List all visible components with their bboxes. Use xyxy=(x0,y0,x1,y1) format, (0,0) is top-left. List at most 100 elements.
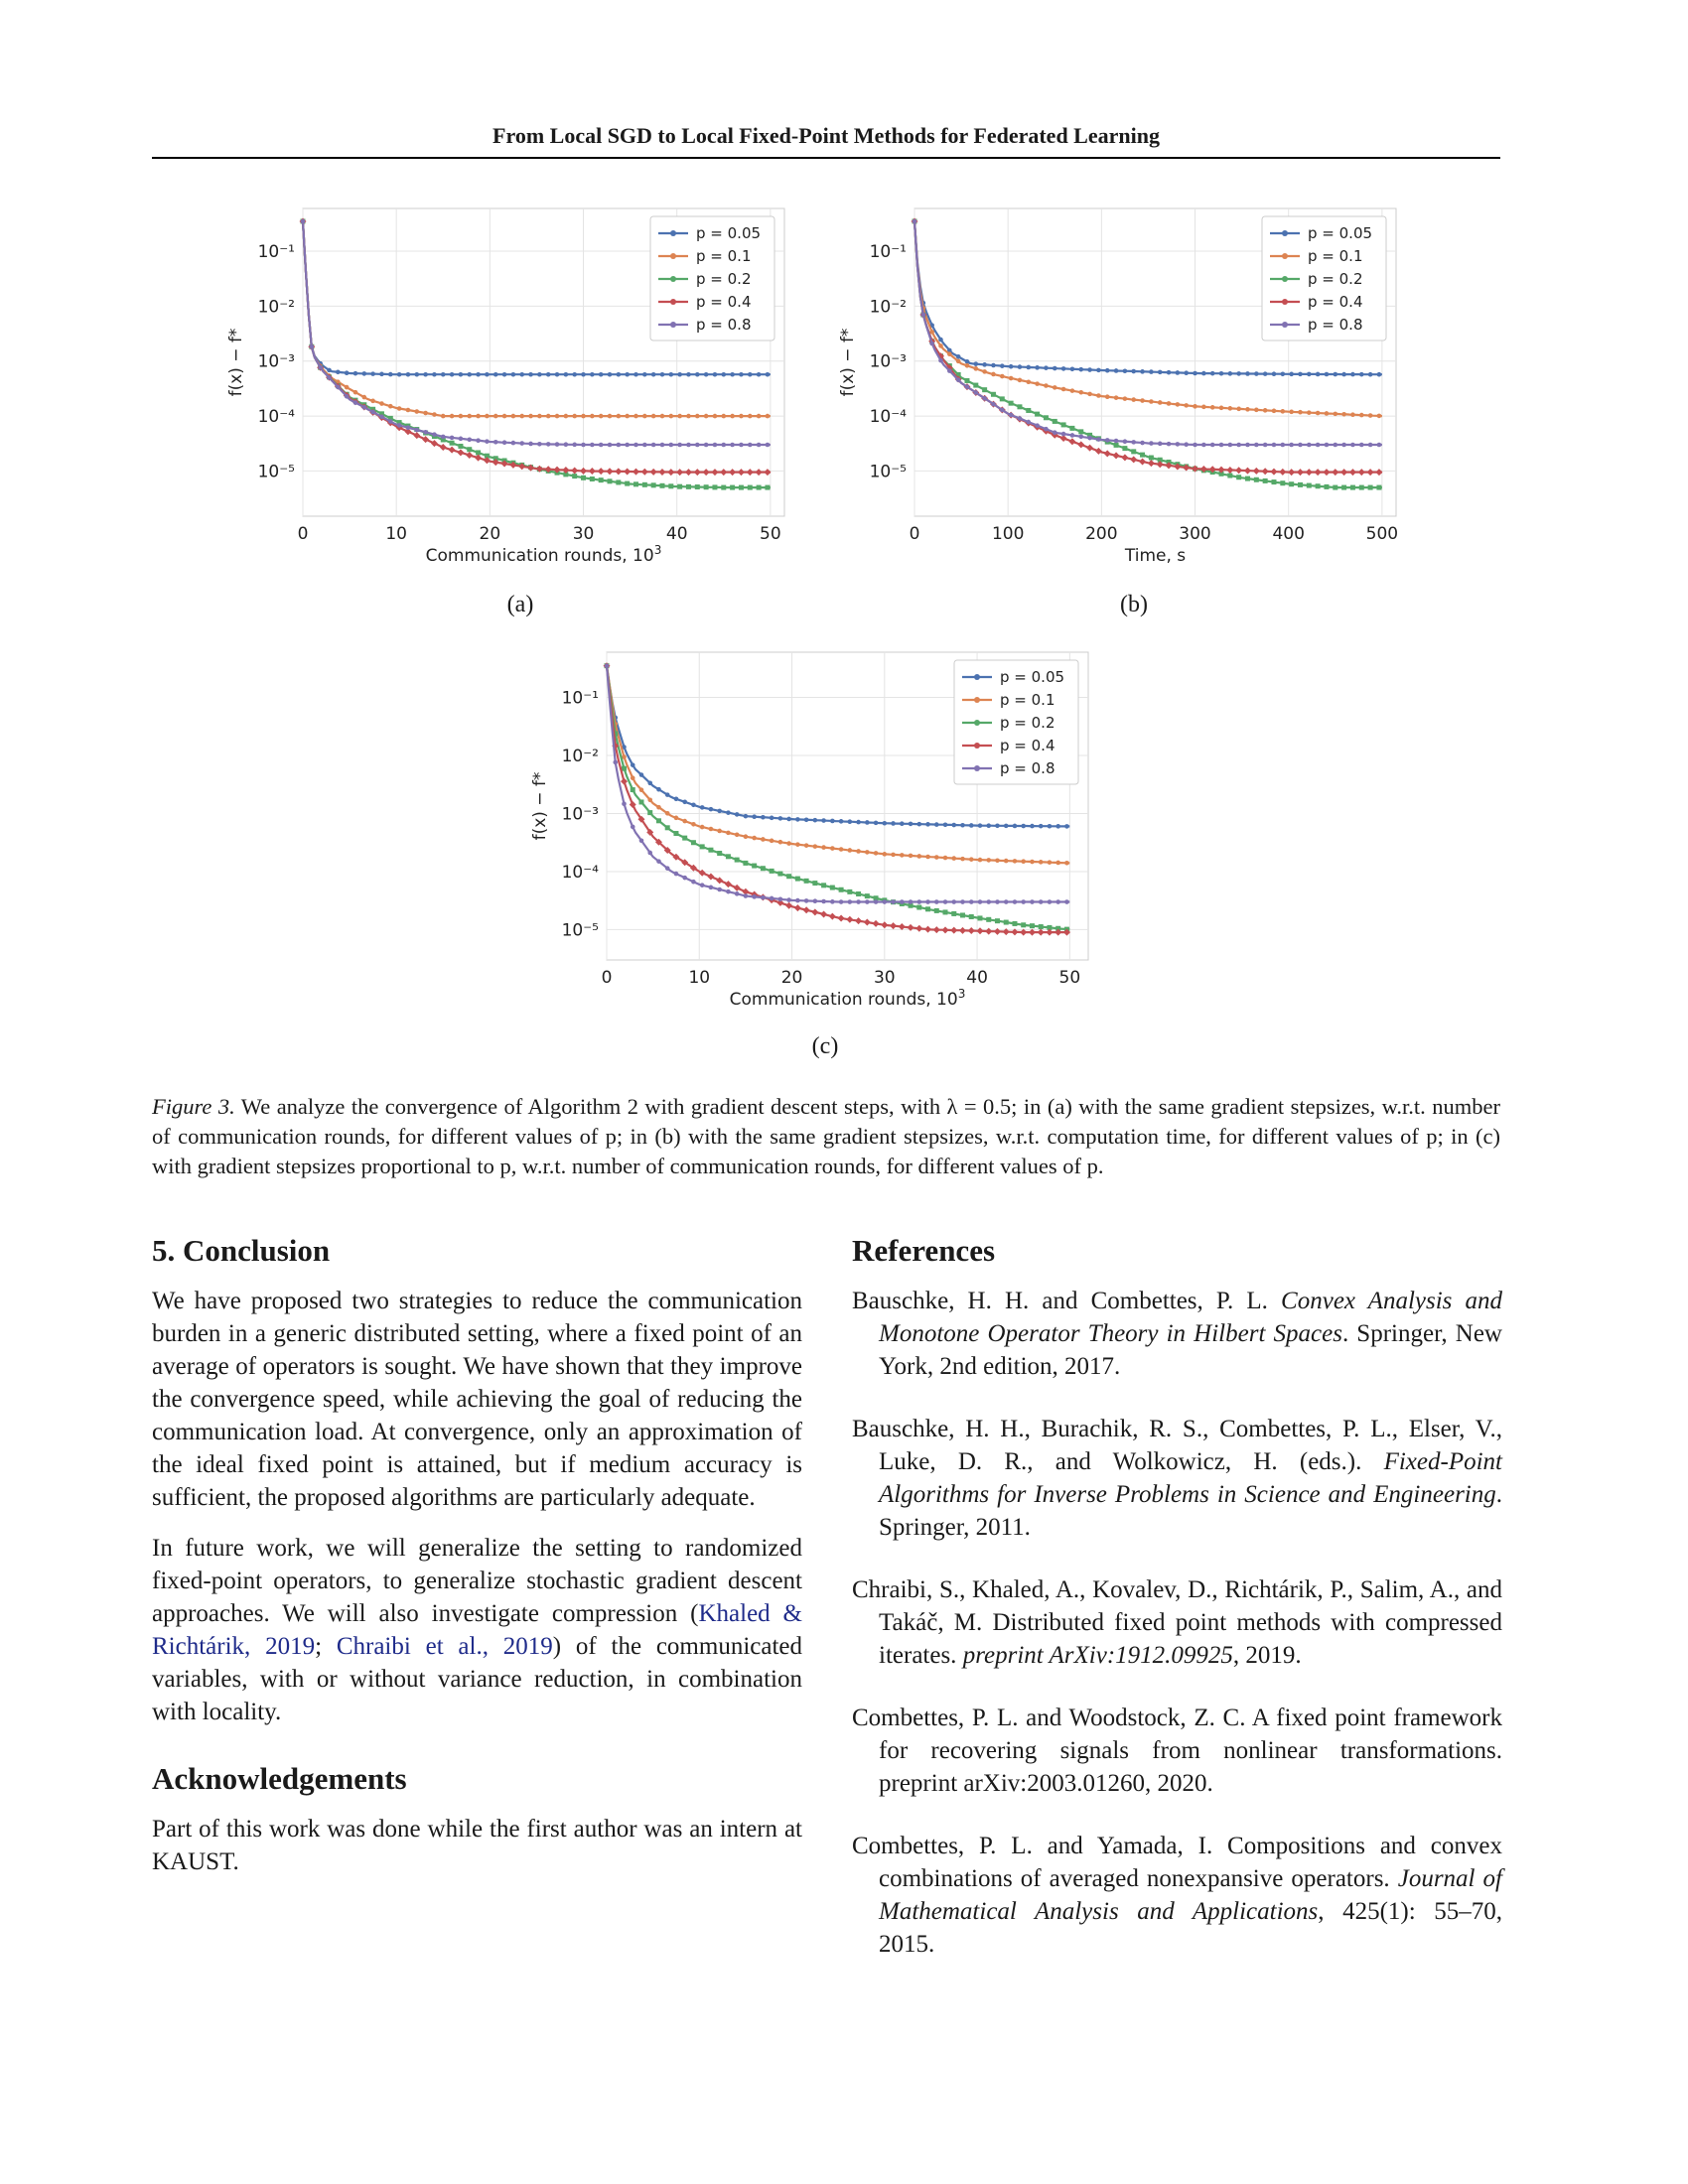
citation-authors: Chraibi et al. xyxy=(336,1633,483,1660)
x-tick-label: 100 xyxy=(992,524,1024,544)
chart-a: 0 10 20 30 40 50 10⁻¹ 10⁻² 10⁻³ 10⁻⁴ 10⁻⁵ Communica… xyxy=(226,207,785,566)
legend-box xyxy=(649,215,775,341)
legend-marker xyxy=(1282,230,1288,236)
x-tick-label: 20 xyxy=(781,968,803,988)
legend-marker xyxy=(974,697,980,703)
legend-label: p = 0.1 xyxy=(696,247,751,265)
reference-title: Journal of Mathematical Analysis and App… xyxy=(879,1865,1502,1925)
legend-marker xyxy=(974,674,980,680)
legend: p = 0.05 p = 0.1 p = 0.2 p = 0.4 p = 0.8 xyxy=(1261,215,1387,341)
reference-item: Bauschke, H. H. and Combettes, P. L. Con… xyxy=(852,1285,1502,1383)
y-tick-label: 10⁻⁵ xyxy=(562,920,599,940)
right-column: References Bauschke, H. H. and Combettes… xyxy=(852,1234,1502,1990)
legend-label: p = 0.4 xyxy=(1308,293,1362,311)
legend-label: p = 0.2 xyxy=(1000,714,1055,732)
x-tick-label: 300 xyxy=(1179,524,1210,544)
left-column: 5. Conclusion We have proposed two strat… xyxy=(152,1234,802,1896)
reference-text: Combettes, P. L. and Woodstock, Z. C. A … xyxy=(852,1705,1502,1797)
series-line xyxy=(605,665,1070,931)
citation-separator: ; xyxy=(315,1633,337,1660)
reference-text: . Springer, New York, 2nd edition, 2017. xyxy=(879,1320,1502,1380)
legend-marker xyxy=(974,720,980,726)
y-tick-label: 10⁻¹ xyxy=(258,242,295,262)
legend-label: p = 0.1 xyxy=(1308,247,1362,265)
y-tick-label: 10⁻¹ xyxy=(562,689,599,709)
y-tick-label: 10⁻² xyxy=(258,297,295,317)
legend-label: p = 0.4 xyxy=(1000,737,1055,754)
legend-label: p = 0.05 xyxy=(1308,224,1372,242)
chart-b: 0 100 200 300 400 500 10⁻¹ 10⁻² 10⁻³ 10⁻⁴ 10⁻⁵ Time… xyxy=(838,207,1398,566)
reference-text: , 2019. xyxy=(1232,1642,1302,1669)
caption-label: Figure 3. xyxy=(152,1094,235,1119)
x-tick-label: 30 xyxy=(874,968,896,988)
series-line xyxy=(913,220,1382,447)
legend-marker xyxy=(1282,322,1288,328)
legend-marker xyxy=(670,276,676,282)
x-axis-label: Communication rounds, 103 xyxy=(730,987,966,1010)
subfigure-label-a: (a) xyxy=(506,592,534,617)
legend-marker xyxy=(1282,276,1288,282)
legend-marker xyxy=(670,322,676,328)
legend-label: p = 0.05 xyxy=(1000,668,1064,686)
reference-text: , 425(1): 55–70, 2015. xyxy=(879,1898,1502,1958)
y-tick-label: 10⁻³ xyxy=(562,804,599,824)
legend-marker xyxy=(974,765,980,771)
series-line xyxy=(605,665,1070,865)
x-tick-label: 50 xyxy=(760,524,781,544)
x-tick-label: 40 xyxy=(966,968,988,988)
legend-label: p = 0.2 xyxy=(696,270,751,288)
acknowledgements-heading: Acknowledgements xyxy=(152,1761,407,1796)
reference-item: Chraibi, S., Khaled, A., Kovalev, D., Ri… xyxy=(852,1573,1502,1672)
y-tick-label: 10⁻¹ xyxy=(870,242,907,262)
x-tick-label: 30 xyxy=(573,524,595,544)
y-tick-label: 10⁻⁵ xyxy=(870,462,907,481)
x-tick-label: 10 xyxy=(385,524,407,544)
series-line xyxy=(301,220,771,418)
y-tick-label: 10⁻⁴ xyxy=(258,407,296,427)
legend: p = 0.05 p = 0.1 p = 0.2 p = 0.4 p = 0.8 xyxy=(953,659,1079,785)
citation-khaled-richtarik[interactable]: Khaled & Richtárik, 2019 xyxy=(152,1600,803,1660)
caption-text: We analyze the convergence of Algorithm … xyxy=(152,1094,1501,1178)
reference-title: Convex Analysis and Monotone Operator Th… xyxy=(879,1288,1503,1347)
paragraph-text: In future work, we will generalize the s… xyxy=(152,1535,802,1627)
y-axis-label: f(x) − f* xyxy=(530,772,550,841)
conclusion-paragraph-2: In future work, we will generalize the s… xyxy=(152,1532,802,1728)
x-tick-label: 0 xyxy=(910,524,920,544)
legend-label: p = 0.8 xyxy=(1308,316,1362,334)
x-tick-label: 40 xyxy=(666,524,688,544)
reference-item: Bauschke, H. H., Burachik, R. S., Combet… xyxy=(852,1413,1502,1544)
series-line xyxy=(301,220,771,376)
citation-year: 2019 xyxy=(265,1633,316,1660)
series-line xyxy=(913,220,1382,489)
legend-box xyxy=(953,659,1079,785)
subfigure-label-c: (c) xyxy=(811,1033,839,1059)
legend-label: p = 0.8 xyxy=(1000,759,1055,777)
legend: p = 0.05 p = 0.1 p = 0.2 p = 0.4 p = 0.8 xyxy=(649,215,775,341)
reference-title: preprint ArXiv:1912.09925 xyxy=(962,1642,1233,1669)
x-tick-label: 0 xyxy=(602,968,613,988)
reference-text: Bauschke, H. H., Burachik, R. S., Combet… xyxy=(852,1416,1502,1475)
reference-text: Chraibi, S., Khaled, A., Kovalev, D., Ri… xyxy=(852,1576,1502,1669)
y-tick-label: 10⁻² xyxy=(870,297,907,317)
references-heading: References xyxy=(852,1233,996,1268)
y-tick-label: 10⁻⁴ xyxy=(562,863,600,883)
reference-text: Combettes, P. L. and Yamada, I. Composit… xyxy=(852,1833,1502,1892)
series-line xyxy=(605,665,1070,934)
y-tick-label: 10⁻⁴ xyxy=(870,407,908,427)
legend-label: p = 0.2 xyxy=(1308,270,1362,288)
x-axis-label: Communication rounds, 103 xyxy=(426,543,662,566)
conclusion-heading: 5. Conclusion xyxy=(152,1233,331,1268)
legend-box xyxy=(1261,215,1387,341)
x-axis-label: Time, s xyxy=(1124,546,1186,566)
y-tick-label: 10⁻⁵ xyxy=(258,462,295,481)
series-line xyxy=(605,665,1070,828)
legend-marker xyxy=(670,299,676,305)
running-head: From Local SGD to Local Fixed-Point Meth… xyxy=(152,123,1500,159)
legend-marker xyxy=(1282,253,1288,259)
series-line xyxy=(605,665,1070,903)
x-tick-label: 20 xyxy=(480,524,501,544)
x-tick-label: 400 xyxy=(1272,524,1304,544)
citation-chraibi[interactable]: Chraibi et al., 2019 xyxy=(336,1633,553,1660)
conclusion-paragraph-1: We have proposed two strategies to reduc… xyxy=(152,1288,802,1511)
citation-year: 2019 xyxy=(502,1633,553,1660)
